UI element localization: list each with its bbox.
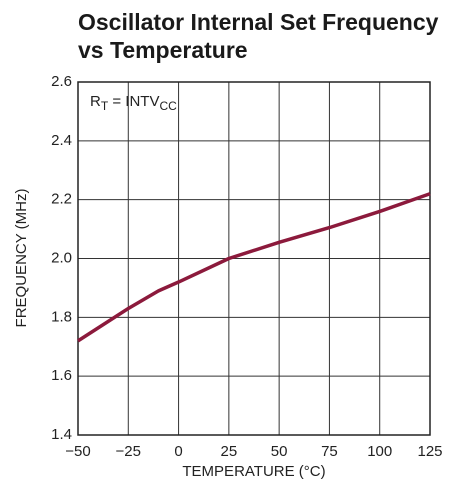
- x-tick-label: 0: [174, 443, 182, 460]
- x-tick-label: −25: [116, 443, 141, 460]
- y-tick-label: 1.8: [51, 308, 72, 325]
- x-tick-label: 25: [221, 443, 238, 460]
- x-axis-label: TEMPERATURE (°C): [182, 463, 325, 480]
- data-line: [77, 192, 431, 343]
- y-axis-label: FREQUENCY (MHz): [13, 189, 30, 328]
- x-tick-label: 125: [417, 443, 442, 460]
- y-tick-label: 2.0: [51, 249, 72, 266]
- annotation-text: R: [90, 93, 101, 110]
- y-tick-label: 1.4: [51, 426, 72, 443]
- y-tick-label: 2.2: [51, 191, 72, 208]
- annotation: RT = INTVCC: [90, 93, 177, 113]
- chart-title: vs Temperature: [78, 37, 248, 63]
- x-tick-label: −50: [65, 443, 90, 460]
- x-tick-label: 50: [271, 443, 288, 460]
- annotation-text: = INTV: [108, 93, 159, 110]
- y-tick-label: 1.6: [51, 367, 72, 384]
- y-tick-label: 2.4: [51, 132, 72, 149]
- x-tick-label: 100: [367, 443, 392, 460]
- chart-title: Oscillator Internal Set Frequency: [78, 9, 439, 35]
- y-tick-label: 2.6: [51, 73, 72, 90]
- annotation-subscript: T: [101, 99, 109, 113]
- x-tick-label: 75: [321, 443, 338, 460]
- plot-frame: [77, 81, 431, 436]
- annotation-subscript: CC: [159, 99, 177, 113]
